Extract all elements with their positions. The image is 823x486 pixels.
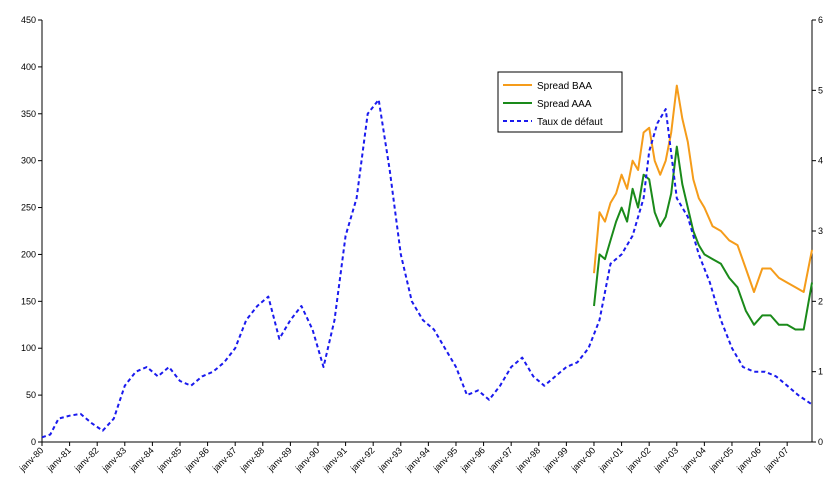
x-tick-label: janv-89	[265, 445, 294, 474]
y-tick-label: 0	[31, 437, 36, 447]
x-tick-label: janv-06	[734, 445, 763, 474]
x-tick-label: janv-01	[596, 445, 625, 474]
y-right-tick-label: 0	[818, 437, 823, 447]
y-right-tick-label: 1	[818, 367, 823, 377]
x-tick-label: janv-95	[431, 445, 460, 474]
x-tick-label: janv-84	[127, 445, 156, 474]
x-tick-label: janv-87	[210, 445, 239, 474]
y-tick-label: 100	[21, 343, 36, 353]
y-tick-label: 350	[21, 109, 36, 119]
x-tick-label: janv-86	[182, 445, 211, 474]
x-tick-label: janv-02	[624, 445, 653, 474]
y-tick-label: 50	[26, 390, 36, 400]
x-tick-label: janv-98	[514, 445, 543, 474]
series-line-taux-de-defaut	[41, 98, 813, 439]
x-tick-label: janv-92	[348, 445, 377, 474]
legend-label-taux-de-defaut: Taux de défaut	[537, 117, 603, 128]
x-tick-label: janv-81	[44, 445, 73, 474]
x-tick-label: janv-04	[679, 445, 708, 474]
y-tick-label: 150	[21, 296, 36, 306]
y-tick-label: 450	[21, 15, 36, 25]
y-axis-right: 0 1 2 3 4 5 6	[811, 15, 823, 447]
x-tick-label: janv-83	[100, 445, 129, 474]
x-axis: janv-80 janv-81 janv-82 janv-83 janv-84 janv-…	[17, 441, 812, 474]
x-tick-label: janv-05	[707, 445, 736, 474]
x-tick-label: janv-93	[376, 445, 405, 474]
legend-label-spread-aaa: Spread AAA	[537, 99, 592, 110]
y-tick-label: 400	[21, 62, 36, 72]
x-tick-label: janv-91	[320, 445, 349, 474]
x-tick-label: janv-94	[403, 445, 432, 474]
y-axis-left: 0 50 100 150 200 250 300 350 400 450	[21, 15, 43, 447]
x-tick-label: janv-97	[486, 445, 515, 474]
x-tick-label: janv-90	[293, 445, 322, 474]
series-line-spread-aaa	[593, 145, 813, 331]
legend: Spread BAA Spread AAA Taux de défaut	[497, 71, 623, 133]
x-tick-label: janv-82	[72, 445, 101, 474]
x-tick-label: janv-85	[155, 445, 184, 474]
y-right-tick-label: 3	[818, 226, 823, 236]
y-tick-label: 200	[21, 249, 36, 259]
y-tick-label: 300	[21, 156, 36, 166]
x-tick-label: janv-00	[569, 445, 598, 474]
y-right-tick-label: 5	[818, 85, 823, 95]
y-right-tick-label: 2	[818, 296, 823, 306]
y-right-tick-label: 4	[818, 156, 823, 166]
series-line-spread-baa	[593, 84, 813, 293]
series-layer	[41, 84, 813, 439]
x-tick-label: janv-80	[17, 445, 46, 474]
x-tick-label: janv-03	[652, 445, 681, 474]
x-tick-label: janv-99	[541, 445, 570, 474]
y-tick-label: 250	[21, 203, 36, 213]
y-right-tick-label: 6	[818, 15, 823, 25]
x-tick-label: janv-96	[458, 445, 487, 474]
x-tick-label: janv-07	[762, 445, 791, 474]
x-tick-label: janv-88	[238, 445, 267, 474]
legend-label-spread-baa: Spread BAA	[537, 81, 592, 92]
